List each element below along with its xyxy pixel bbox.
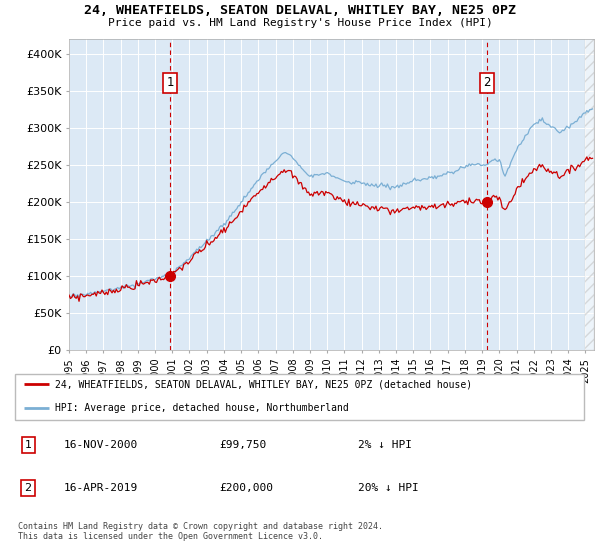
Text: 1: 1 [166, 76, 174, 89]
Text: 2% ↓ HPI: 2% ↓ HPI [358, 440, 412, 450]
FancyBboxPatch shape [15, 374, 584, 420]
Text: Price paid vs. HM Land Registry's House Price Index (HPI): Price paid vs. HM Land Registry's House … [107, 18, 493, 28]
Text: 1: 1 [25, 440, 32, 450]
Text: 20% ↓ HPI: 20% ↓ HPI [358, 483, 418, 493]
Text: Contains HM Land Registry data © Crown copyright and database right 2024.
This d: Contains HM Land Registry data © Crown c… [18, 522, 383, 542]
Text: 16-NOV-2000: 16-NOV-2000 [64, 440, 138, 450]
Text: £99,750: £99,750 [220, 440, 266, 450]
Text: 24, WHEATFIELDS, SEATON DELAVAL, WHITLEY BAY, NE25 0PZ (detached house): 24, WHEATFIELDS, SEATON DELAVAL, WHITLEY… [55, 379, 472, 389]
Text: 24, WHEATFIELDS, SEATON DELAVAL, WHITLEY BAY, NE25 0PZ: 24, WHEATFIELDS, SEATON DELAVAL, WHITLEY… [84, 4, 516, 17]
Text: 2: 2 [25, 483, 32, 493]
Text: HPI: Average price, detached house, Northumberland: HPI: Average price, detached house, Nort… [55, 403, 349, 413]
Text: 16-APR-2019: 16-APR-2019 [64, 483, 138, 493]
Text: £200,000: £200,000 [220, 483, 274, 493]
Text: 2: 2 [484, 76, 491, 89]
